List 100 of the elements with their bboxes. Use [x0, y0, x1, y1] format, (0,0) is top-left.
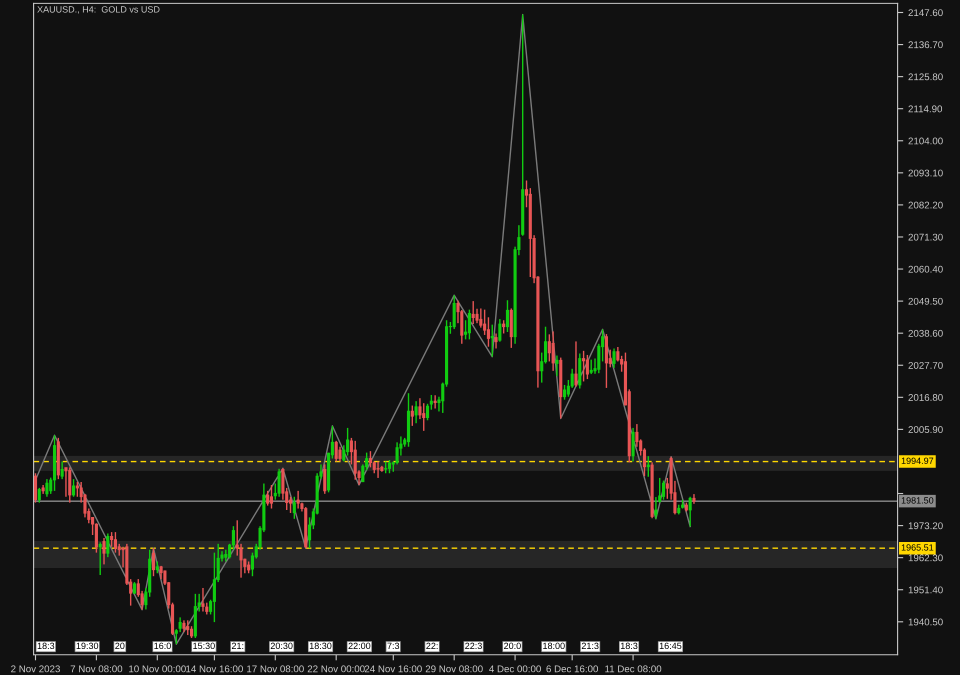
candlestick [338, 446, 342, 462]
candlestick [160, 565, 163, 580]
x-tick-label: 24 Nov 16:00 [364, 665, 422, 672]
ref-line-label: 1965.51 [902, 544, 934, 551]
candlestick [182, 620, 186, 633]
candlestick [498, 318, 502, 342]
candlestick [654, 496, 658, 520]
y-tick-label: 2049.50 [908, 298, 943, 305]
y-tick-label: 2071.30 [908, 234, 943, 241]
candlestick [646, 455, 650, 478]
x-tick-label: 14 Nov 16:00 [186, 665, 243, 672]
y-tick-label: 2005.90 [908, 426, 943, 434]
candlestick [590, 358, 593, 375]
annotation: 18:3 [38, 642, 54, 650]
y-tick-label: 2125.80 [908, 73, 943, 80]
chart-title: XAUUSD., H4: GOLD vs USD [37, 6, 160, 14]
y-tick-label: 2147.60 [908, 9, 943, 16]
candlestick [662, 480, 666, 500]
y-tick-label: 1962.30 [908, 554, 943, 562]
candlestick [201, 587, 205, 612]
annotation: 20:0 [504, 642, 521, 650]
y-tick-label: 2016.80 [908, 394, 943, 401]
y-tick-label: 2104.00 [908, 138, 943, 144]
ref-line-label: 1994.97 [902, 458, 934, 464]
candlestick [323, 464, 326, 495]
x-tick-label: 22 Nov 00:00 [308, 665, 365, 672]
candlestick [574, 340, 578, 388]
candlestick [612, 348, 616, 369]
x-tick-label: 17 Nov 08:00 [247, 665, 304, 672]
candlestick [45, 478, 48, 498]
y-tick-label: 2082.20 [908, 202, 943, 209]
annotation: 21: [232, 642, 244, 649]
annotation: 19:30 [76, 642, 98, 650]
candlestick [247, 560, 250, 574]
y-tick-label: 2060.40 [908, 266, 943, 273]
candlestick [186, 620, 190, 636]
candlestick [72, 478, 76, 498]
candlestick [582, 350, 586, 382]
candlestick [178, 616, 182, 633]
y-tick-label: 2027.70 [908, 362, 943, 369]
candlestick [152, 548, 156, 577]
candlestick [468, 308, 471, 340]
annotation: 21:3 [582, 642, 599, 650]
candlestick [102, 537, 106, 566]
y-tick-label: 2038.60 [908, 330, 943, 337]
candlestick [38, 487, 41, 504]
candlestick [410, 404, 414, 427]
annotation: 22:3 [465, 642, 482, 650]
annotation: 15:30 [193, 642, 215, 650]
candlestick [34, 472, 38, 504]
x-tick-label: 29 Nov 08:00 [426, 665, 483, 672]
candlestick [586, 354, 589, 380]
x-tick-label: 6 Dec 16:00 [546, 665, 598, 672]
candlestick [114, 531, 117, 554]
candlestick [156, 560, 159, 574]
candlestick [494, 332, 498, 350]
candlestick [266, 490, 270, 506]
y-tick-label: 2136.70 [908, 41, 943, 48]
annotation: 20 [115, 642, 125, 650]
candlestick [490, 324, 494, 358]
y-tick-label: 2114.90 [908, 105, 942, 112]
candlestick [296, 490, 300, 510]
candlestick [388, 459, 392, 474]
candlestick [452, 294, 456, 330]
x-tick-label: 2 Nov 2023 [11, 665, 60, 672]
annotation: 22:00 [348, 642, 370, 650]
x-tick-label: 10 Nov 00:00 [129, 665, 186, 672]
candlestick [502, 320, 506, 334]
candlestick [98, 542, 102, 576]
candlestick [632, 427, 635, 462]
annotation: 22: [426, 642, 438, 649]
annotation: 16:0 [154, 642, 171, 650]
annotation: 20:30 [270, 642, 293, 650]
candlestick [552, 330, 555, 372]
ref-line-label: 1981.50 [902, 497, 934, 504]
candlestick [106, 532, 110, 558]
candlestick [688, 496, 692, 528]
y-tick-label: 1940.50 [908, 618, 943, 626]
annotation: 18:00 [543, 642, 565, 650]
candlestick [278, 468, 281, 498]
candlestick [692, 493, 696, 505]
candlestick [376, 460, 380, 479]
annotation: 7:3 [387, 642, 400, 650]
x-tick-label: 4 Dec 00:00 [489, 665, 541, 672]
annotation: 18:3 [620, 642, 638, 650]
candlestick [60, 460, 64, 480]
candlestick [472, 300, 475, 325]
y-tick-label: 1951.40 [908, 586, 943, 594]
annotation: 18:30 [310, 642, 332, 650]
candlestick [334, 440, 338, 462]
candlestick [563, 384, 566, 400]
x-tick-label: 7 Nov 08:00 [70, 665, 122, 672]
candlestick [555, 354, 559, 377]
candlestick [434, 394, 437, 410]
candlestick [384, 460, 388, 474]
annotation: 16:45 [660, 642, 682, 650]
y-tick-label: 1973.20 [908, 522, 943, 530]
x-tick-label: 11 Dec 08:00 [605, 665, 662, 672]
candlestick [132, 581, 136, 595]
y-tick-label: 2093.10 [908, 170, 943, 176]
